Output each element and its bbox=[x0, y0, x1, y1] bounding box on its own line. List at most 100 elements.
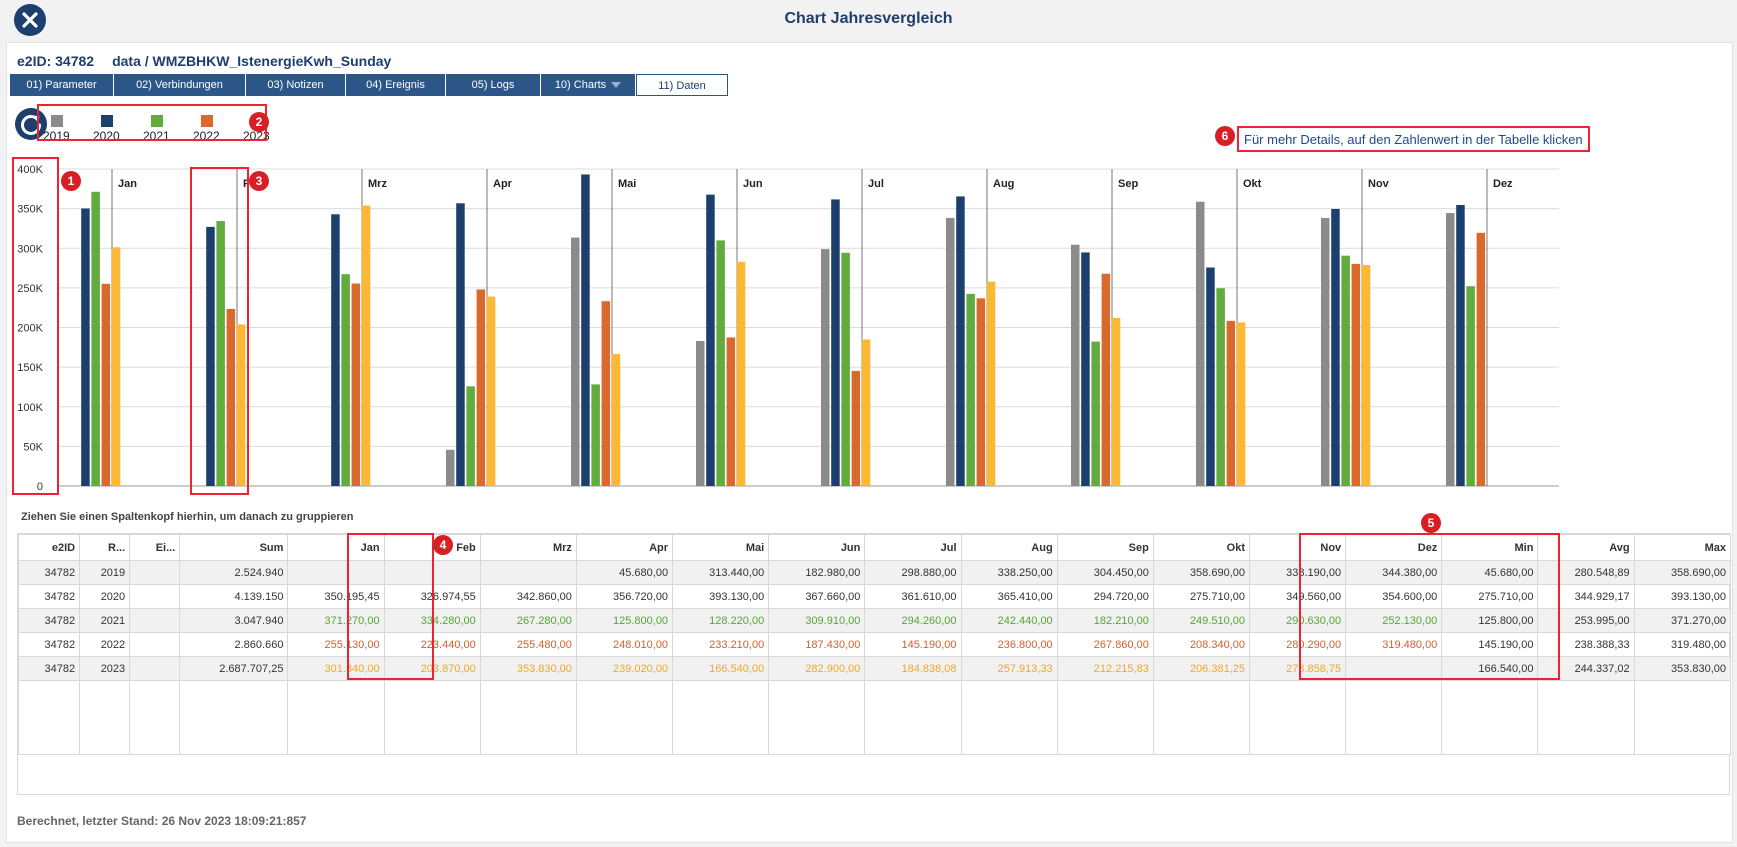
table-cell[interactable]: 223.440,00 bbox=[383, 632, 481, 657]
table-cell[interactable]: 166.540,00 bbox=[672, 656, 770, 681]
table-cell[interactable]: 203.870,00 bbox=[383, 656, 481, 681]
table-cell[interactable]: 212.215,83 bbox=[1056, 656, 1154, 681]
table-cell[interactable]: 206.381,25 bbox=[1152, 656, 1251, 681]
table-row[interactable]: 34782 2022 2.860.660 255.130,00 223.440,00 25… bbox=[17, 632, 1732, 657]
table-cell[interactable]: 249.510,00 bbox=[1152, 608, 1251, 633]
table-cell[interactable]: 255.130,00 bbox=[287, 632, 385, 657]
table-cell[interactable]: 326.974,55 bbox=[383, 584, 481, 609]
table-cell[interactable]: 182.980,00 bbox=[768, 560, 866, 585]
tab-bar: 01) Parameter 02) Verbindungen 03) Notiz… bbox=[10, 74, 728, 96]
month-label: Apr bbox=[493, 178, 513, 190]
table-cell[interactable]: 208.340,00 bbox=[1152, 632, 1251, 657]
table-cell[interactable]: 45.680,00 bbox=[575, 560, 674, 585]
table-cell[interactable]: 294.260,00 bbox=[864, 608, 962, 633]
table-cell[interactable]: 125.800,00 bbox=[575, 608, 674, 633]
table-cell[interactable]: 182.210,00 bbox=[1056, 608, 1154, 633]
column-header[interactable]: e2ID bbox=[17, 534, 81, 561]
table-cell[interactable]: 275.710,00 bbox=[1152, 584, 1251, 609]
table-cell[interactable]: 350.195,45 bbox=[287, 584, 385, 609]
tab-daten[interactable]: 11) Daten bbox=[636, 74, 728, 96]
column-header[interactable]: Dez bbox=[1345, 534, 1443, 561]
table-cell[interactable]: 342.860,00 bbox=[479, 584, 577, 609]
column-header[interactable]: Jan bbox=[287, 534, 385, 561]
table-cell[interactable]: 338.250,00 bbox=[960, 560, 1058, 585]
tab-verbindungen[interactable]: 02) Verbindungen bbox=[114, 74, 246, 96]
table-cell[interactable]: 338.190,00 bbox=[1248, 560, 1347, 585]
column-header[interactable]: Nov bbox=[1248, 534, 1347, 561]
column-header[interactable]: Mrz bbox=[479, 534, 577, 561]
column-header[interactable]: Mai bbox=[672, 534, 770, 561]
table-cell[interactable]: 267.860,00 bbox=[1056, 632, 1154, 657]
table-cell[interactable]: 356.720,00 bbox=[575, 584, 674, 609]
table-cell[interactable]: 298.880,00 bbox=[864, 560, 962, 585]
table-cell[interactable]: 294.720,00 bbox=[1056, 584, 1154, 609]
column-header[interactable]: Okt bbox=[1152, 534, 1251, 561]
table-cell[interactable]: 290.630,00 bbox=[1248, 608, 1347, 633]
table-cell[interactable]: 358.690,00 bbox=[1152, 560, 1251, 585]
table-cell[interactable]: 313.440,00 bbox=[672, 560, 770, 585]
tab-logs[interactable]: 05) Logs bbox=[446, 74, 541, 96]
table-cell[interactable]: 365.410,00 bbox=[960, 584, 1058, 609]
column-header[interactable]: Sum bbox=[179, 534, 289, 561]
bar-2022-aug bbox=[976, 298, 986, 486]
table-cell[interactable]: 242.440,00 bbox=[960, 608, 1058, 633]
table-cell[interactable]: 349.560,00 bbox=[1248, 584, 1347, 609]
table-cell[interactable] bbox=[1345, 656, 1443, 681]
table-cell[interactable]: 233.210,00 bbox=[672, 632, 770, 657]
close-button[interactable] bbox=[14, 4, 46, 36]
table-cell[interactable]: 301.340,00 bbox=[287, 656, 385, 681]
column-header[interactable]: Min bbox=[1441, 534, 1539, 561]
table-cell[interactable]: 257.913,33 bbox=[960, 656, 1058, 681]
table-row[interactable]: 34782 2021 3.047.940 371.270,00 334.280,00 26… bbox=[17, 608, 1732, 633]
table-cell[interactable]: 128.220,00 bbox=[672, 608, 770, 633]
table-cell[interactable]: 393.130,00 bbox=[672, 584, 770, 609]
tab-charts[interactable]: 10) Charts bbox=[541, 74, 636, 96]
table-cell[interactable]: 278.858,75 bbox=[1248, 656, 1347, 681]
table-cell[interactable]: 334.280,00 bbox=[383, 608, 481, 633]
table-cell[interactable]: 304.450,00 bbox=[1056, 560, 1154, 585]
column-header[interactable]: Feb bbox=[383, 534, 481, 561]
tab-parameter[interactable]: 01) Parameter bbox=[10, 74, 114, 96]
column-header[interactable]: R... bbox=[79, 534, 131, 561]
table-cell[interactable]: 255.480,00 bbox=[479, 632, 577, 657]
table-cell[interactable] bbox=[287, 560, 385, 585]
column-header[interactable]: Jun bbox=[768, 534, 866, 561]
table-cell[interactable]: 354.600,00 bbox=[1345, 584, 1443, 609]
table-cell[interactable]: 187.430,00 bbox=[768, 632, 866, 657]
table-cell[interactable]: 252.130,00 bbox=[1345, 608, 1443, 633]
table-cell[interactable]: 239.020,00 bbox=[575, 656, 674, 681]
table-row[interactable]: 34782 2020 4.139.150 350.195,45 326.974,55 34… bbox=[17, 584, 1732, 609]
column-header[interactable]: Max bbox=[1633, 534, 1732, 561]
table-cell[interactable]: 184.838,08 bbox=[864, 656, 962, 681]
empty-cell bbox=[1152, 680, 1251, 755]
column-header[interactable]: Aug bbox=[960, 534, 1058, 561]
column-header[interactable]: Ei... bbox=[129, 534, 181, 561]
column-header[interactable]: Apr bbox=[575, 534, 674, 561]
tab-notizen[interactable]: 03) Notizen bbox=[246, 74, 346, 96]
table-cell[interactable]: 309.910,00 bbox=[768, 608, 866, 633]
table-cell[interactable]: 371.270,00 bbox=[287, 608, 385, 633]
table-cell[interactable]: 282.900,00 bbox=[768, 656, 866, 681]
table-cell[interactable]: 353.830,00 bbox=[479, 656, 577, 681]
tab-label: 11) Daten bbox=[658, 80, 706, 92]
table-cell[interactable]: 236.800,00 bbox=[960, 632, 1058, 657]
table-cell[interactable]: 344.380,00 bbox=[1345, 560, 1443, 585]
caret-down-icon[interactable] bbox=[611, 82, 622, 89]
table-cell[interactable]: 280.290,00 bbox=[1248, 632, 1347, 657]
table-cell[interactable]: 248.010,00 bbox=[575, 632, 674, 657]
table-row[interactable]: 34782 2023 2.687.707,25 301.340,00 203.870,0… bbox=[17, 656, 1732, 681]
table-cell[interactable]: 145.190,00 bbox=[864, 632, 962, 657]
table-cell[interactable]: 267.280,00 bbox=[479, 608, 577, 633]
bar-2019-mai bbox=[571, 237, 580, 486]
tab-ereignis[interactable]: 04) Ereignis bbox=[346, 74, 446, 96]
table-cell[interactable] bbox=[383, 560, 481, 585]
table-row[interactable]: 34782 2019 2.524.940 45.680,00 313.440,00 182… bbox=[17, 560, 1732, 585]
table-cell[interactable]: 367.660,00 bbox=[768, 584, 866, 609]
column-header[interactable]: Jul bbox=[864, 534, 962, 561]
refresh-button[interactable] bbox=[15, 108, 47, 140]
table-cell[interactable]: 319.480,00 bbox=[1345, 632, 1443, 657]
column-header[interactable]: Sep bbox=[1056, 534, 1154, 561]
table-cell[interactable] bbox=[479, 560, 577, 585]
column-header[interactable]: Avg bbox=[1537, 534, 1635, 561]
table-cell[interactable]: 361.610,00 bbox=[864, 584, 962, 609]
